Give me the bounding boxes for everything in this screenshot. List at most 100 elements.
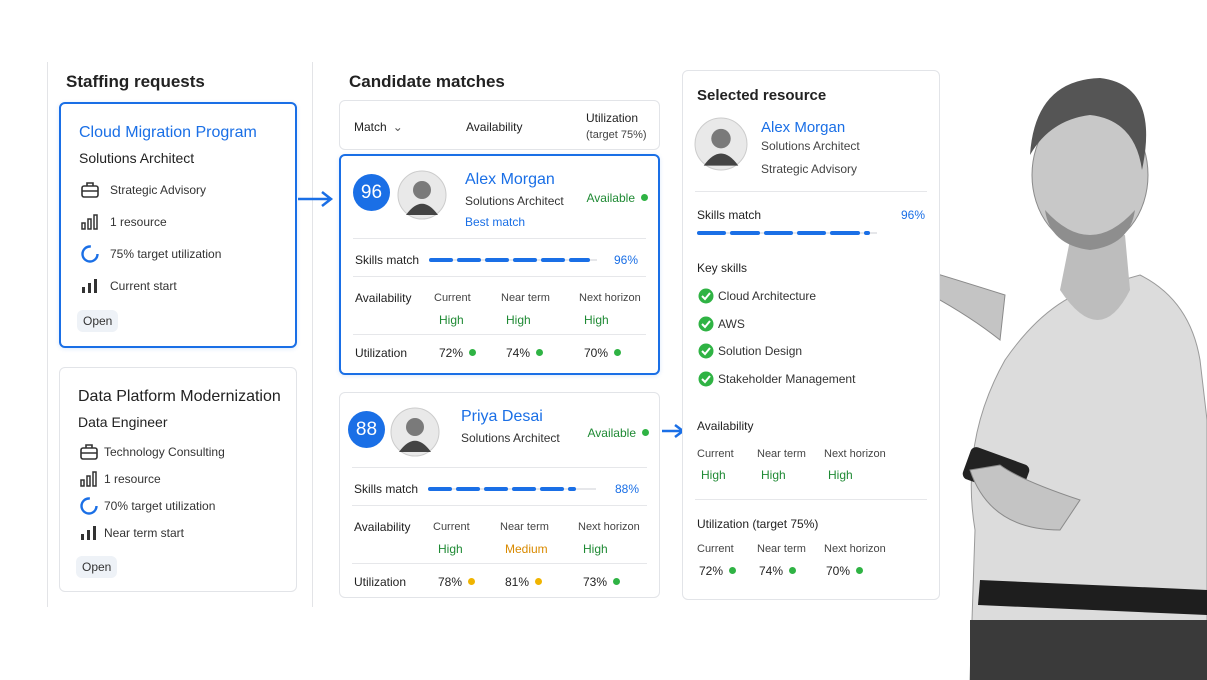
utilization-dot xyxy=(729,567,737,574)
utilization-text: 74% xyxy=(506,346,531,360)
status-dot xyxy=(641,194,648,201)
divider xyxy=(352,467,647,468)
skills-value: 96% xyxy=(900,208,925,222)
request-detail: 1 resource xyxy=(104,472,161,486)
request-role: Solutions Architect xyxy=(79,150,195,166)
progress-segment xyxy=(763,231,793,235)
request-detail: 1 resource xyxy=(110,215,167,229)
progress-segment xyxy=(428,487,452,491)
candidate-name: Alex Morgan xyxy=(465,171,555,188)
request-card[interactable]: Cloud Migration Program Solutions Archite… xyxy=(59,102,297,348)
utilization-dot xyxy=(614,349,622,356)
row-label: Skills match xyxy=(354,482,419,496)
progress-bar xyxy=(429,258,597,262)
divider xyxy=(353,276,646,277)
column-label: Utilization xyxy=(586,111,639,125)
row-label: Availability xyxy=(697,419,754,433)
sort-control[interactable]: Match ⌄ xyxy=(354,120,403,134)
progress-bar xyxy=(697,231,877,235)
key-skill: AWS xyxy=(718,316,745,331)
resource-role: Solutions Architect xyxy=(761,139,860,153)
request-role: Data Engineer xyxy=(78,414,168,430)
detail-icon xyxy=(81,182,99,198)
row-label: Availability xyxy=(354,520,411,534)
chevron: ⌄ xyxy=(392,120,403,134)
candidate-card[interactable]: 88 Priya Desai Solutions Architect Availabl… xyxy=(339,392,660,598)
availability-level: High xyxy=(828,468,853,482)
resource-practice: Strategic Advisory xyxy=(761,162,858,176)
status-dot xyxy=(642,429,649,436)
status-pill[interactable]: Open xyxy=(77,310,119,332)
selected-panel: Selected resource Alex Morgan Solutions Ar… xyxy=(682,70,940,600)
request-detail: Current start xyxy=(110,279,177,293)
request-detail: 75% target utilization xyxy=(110,247,222,261)
availability-level: High xyxy=(701,468,726,482)
availability-status: Available xyxy=(587,191,648,205)
match-header: Match ⌄ Availability Utilization (target 75%… xyxy=(339,100,660,150)
request-detail: Near term start xyxy=(104,526,185,540)
availability-level: High xyxy=(506,313,531,327)
progress-segment xyxy=(456,487,480,491)
row-label: Skills match xyxy=(697,208,762,222)
candidate-tag: Best match xyxy=(465,215,526,229)
progress-segment xyxy=(485,258,509,262)
utilization-value: 81% xyxy=(505,575,543,589)
check-icon xyxy=(698,343,714,359)
detail-icon xyxy=(82,279,97,293)
section-title: Staffing requests xyxy=(66,72,205,91)
utilization-dot xyxy=(613,578,621,585)
candidate-role: Solutions Architect xyxy=(461,431,560,445)
status-pill[interactable]: Open xyxy=(76,556,118,578)
progress-segment xyxy=(512,487,536,491)
horizon-label: Near term xyxy=(757,543,806,555)
request-title: Cloud Migration Program xyxy=(79,124,257,141)
utilization-value: 74% xyxy=(759,564,797,578)
status-text: Available xyxy=(586,191,635,205)
divider xyxy=(352,563,647,564)
skills-value: 88% xyxy=(614,482,639,496)
utilization-value: 72% xyxy=(439,346,477,360)
utilization-text: 78% xyxy=(438,575,463,589)
request-detail: Strategic Advisory xyxy=(110,183,207,197)
candidate-card[interactable]: 96 Alex Morgan Solutions Architect Best mat… xyxy=(339,154,660,375)
progress-segment xyxy=(830,231,860,235)
status-text: Available xyxy=(587,426,636,440)
progress-segment xyxy=(513,258,537,262)
progress-segment xyxy=(568,487,576,491)
horizon-label: Near term xyxy=(501,292,550,304)
panel-title: Selected resource xyxy=(697,87,827,104)
progress-segment xyxy=(569,258,591,262)
availability-status: Available xyxy=(588,426,649,440)
row-label: Utilization xyxy=(355,346,408,360)
skills-value: 96% xyxy=(613,253,638,267)
utilization-value: 70% xyxy=(584,346,622,360)
key-skill: Solution Design xyxy=(718,344,803,358)
utilization-text: 81% xyxy=(505,575,530,589)
utilization-text: 74% xyxy=(759,564,784,578)
utilization-dot xyxy=(789,567,797,574)
horizon-label: Near term xyxy=(500,521,549,533)
utilization-dot xyxy=(469,349,477,356)
progress-segment xyxy=(863,231,870,235)
avatar xyxy=(694,117,748,171)
utilization-value: 72% xyxy=(699,564,737,578)
availability-level: Medium xyxy=(505,542,548,556)
check-icon xyxy=(698,316,714,331)
horizon-label: Current xyxy=(434,292,471,304)
utilization-dot xyxy=(856,567,864,574)
horizon-label: Next horizon xyxy=(824,543,886,555)
request-title: Data Platform Modernization xyxy=(78,388,281,405)
utilization-text: 72% xyxy=(699,564,724,578)
row-label: Utilization xyxy=(354,575,407,589)
utilization-text: 70% xyxy=(584,346,609,360)
progress-segment xyxy=(697,231,727,235)
detail-icon xyxy=(81,214,98,230)
progress-segment xyxy=(730,231,760,235)
horizon-label: Next horizon xyxy=(824,448,886,460)
request-card[interactable]: Data Platform Modernization Data Engineer… xyxy=(59,367,297,592)
row-label: Availability xyxy=(355,291,412,305)
detail-icon xyxy=(80,497,98,515)
horizon-label: Near term xyxy=(757,448,806,460)
progress-segment xyxy=(429,258,453,262)
column-label: Match xyxy=(354,120,387,134)
